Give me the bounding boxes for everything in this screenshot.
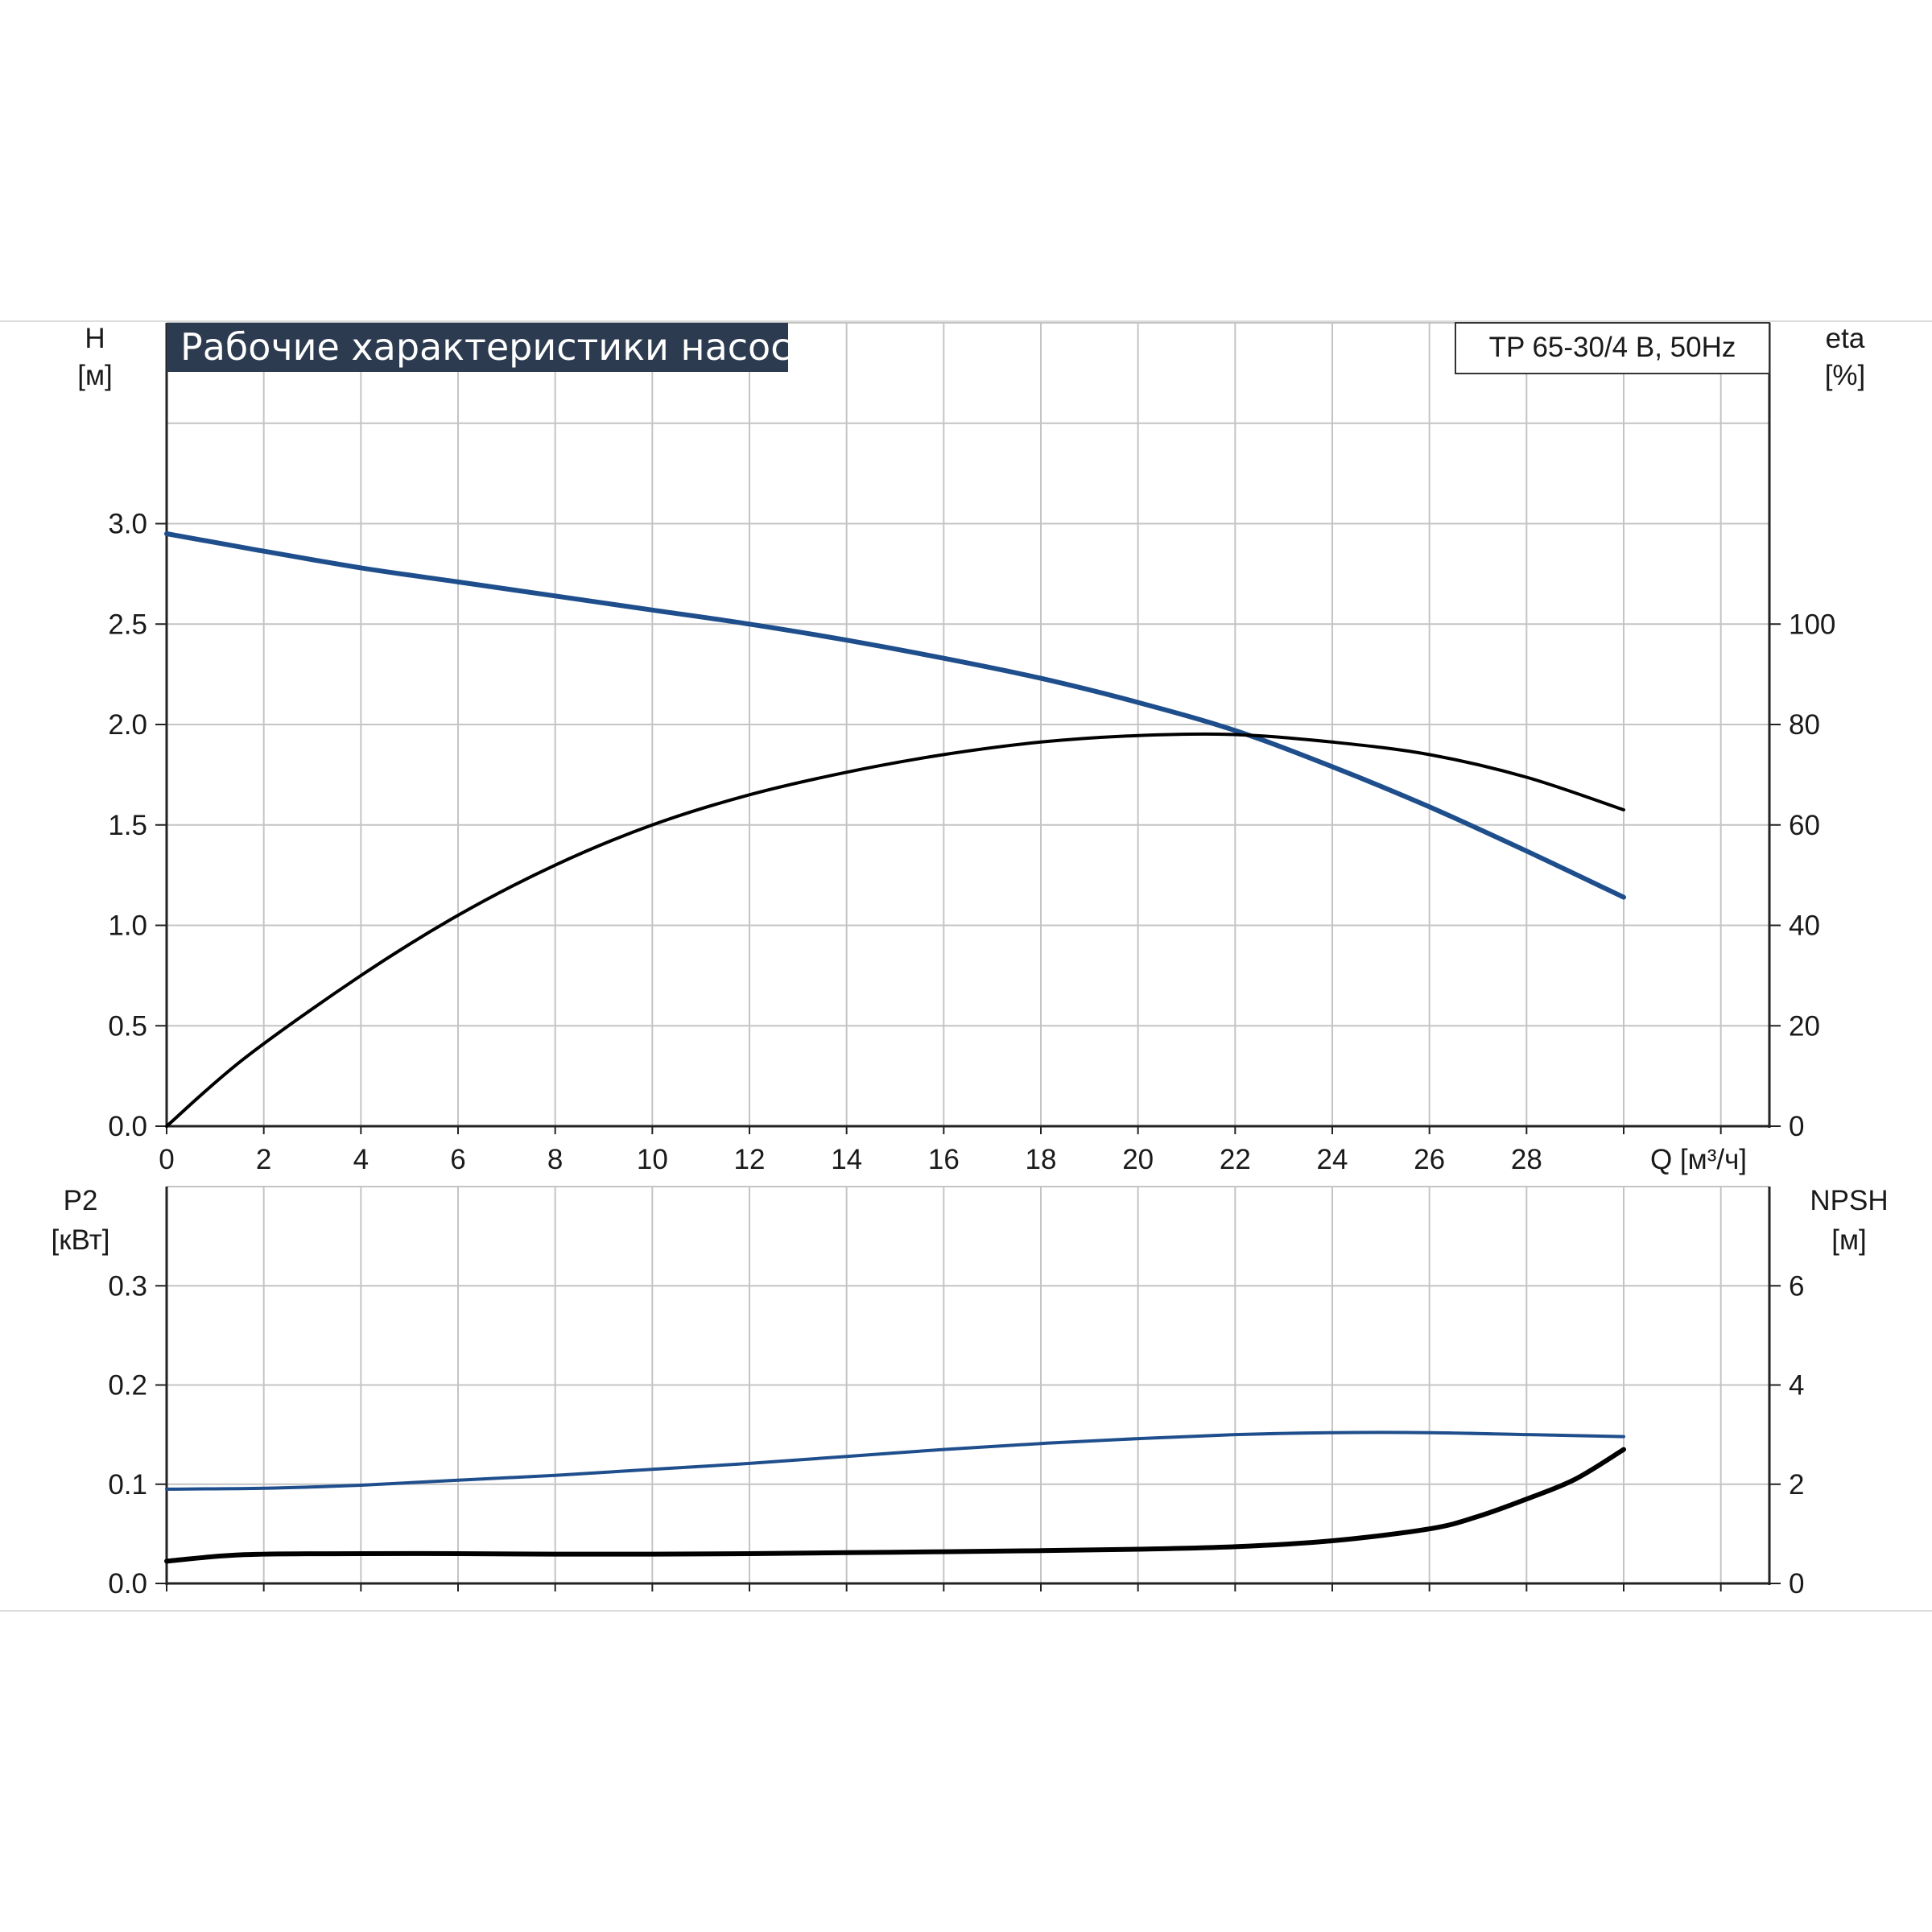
x-tick-label: 26	[1414, 1144, 1445, 1175]
bottom-series-1	[164, 1447, 1626, 1564]
x-tick-label: 22	[1220, 1144, 1251, 1175]
x-tick-label: 10	[637, 1144, 668, 1175]
frame-bottom-line	[0, 1610, 1932, 1612]
x-tick-label: 18	[1026, 1144, 1057, 1175]
y-right-top-label: eta	[1826, 323, 1865, 354]
x-tick-label: 8	[547, 1144, 563, 1175]
top-y-right-tick-label: 60	[1789, 810, 1820, 841]
y-right-bottom-label: NPSH	[1810, 1185, 1888, 1216]
top-series-1	[165, 732, 1625, 1128]
bottom-y-left-tick-label: 0.1	[108, 1469, 147, 1501]
top-y-right-tick-label: 20	[1789, 1010, 1820, 1042]
bottom-y-left-tick-label: 0.0	[108, 1568, 147, 1600]
x-tick-label: 12	[734, 1144, 766, 1175]
top-y-right-tick-label: 40	[1789, 910, 1820, 942]
bottom-y-right-tick-label: 4	[1789, 1370, 1804, 1402]
x-tick-label: 4	[353, 1144, 369, 1175]
top-y-right-tick-label: 80	[1789, 709, 1820, 741]
axes	[155, 323, 1781, 1591]
x-tick-label: 2	[256, 1144, 271, 1175]
top-y-left-tick-label: 2.0	[108, 709, 147, 741]
y-left-bottom-unit: [кВт]	[52, 1224, 110, 1256]
model-label: TP 65-30/4 B, 50Hz	[1489, 332, 1736, 363]
x-tick-label: 24	[1317, 1144, 1348, 1175]
y-left-top-unit: [м]	[77, 360, 113, 391]
top-y-left-tick-label: 1.5	[108, 810, 147, 841]
y-left-top-label: H	[85, 323, 105, 354]
series-lines	[164, 531, 1626, 1564]
top-series-0	[164, 531, 1626, 900]
bottom-y-left-tick-label: 0.3	[108, 1270, 147, 1302]
bottom-y-right-tick-label: 0	[1789, 1568, 1804, 1600]
top-y-left-tick-label: 0.5	[108, 1010, 147, 1042]
bottom-series-0	[165, 1430, 1625, 1491]
title-box	[167, 323, 788, 372]
y-right-bottom-unit: [м]	[1831, 1224, 1867, 1256]
bottom-y-right-tick-label: 6	[1789, 1270, 1804, 1302]
chart-title: Рабочие характеристики насоса	[180, 325, 814, 369]
top-y-left-tick-label: 1.0	[108, 910, 147, 942]
x-axis-label: Q [м³/ч]	[1650, 1144, 1747, 1175]
x-tick-label: 0	[159, 1144, 174, 1175]
y-left-bottom-label: P2	[64, 1185, 98, 1216]
bottom-y-left-tick-label: 0.2	[108, 1370, 147, 1402]
top-y-left-tick-label: 3.0	[108, 509, 147, 540]
x-tick-label: 28	[1511, 1144, 1542, 1175]
x-tick-label: 20	[1122, 1144, 1154, 1175]
top-y-right-tick-label: 0	[1789, 1111, 1804, 1142]
frame-top-line	[0, 320, 1932, 322]
grid-lines	[167, 322, 1769, 1583]
y-right-top-unit: [%]	[1825, 360, 1866, 391]
bottom-y-right-tick-label: 2	[1789, 1469, 1804, 1501]
top-y-left-tick-label: 2.5	[108, 609, 147, 640]
tick-labels: 0.00.51.01.52.02.53.00204060801000.00.10…	[108, 509, 1835, 1600]
x-tick-label: 6	[450, 1144, 465, 1175]
x-tick-label: 16	[928, 1144, 960, 1175]
x-tick-label: 14	[831, 1144, 862, 1175]
top-y-left-tick-label: 0.0	[108, 1111, 147, 1142]
model-box	[1455, 322, 1770, 374]
top-y-right-tick-label: 100	[1789, 609, 1835, 640]
